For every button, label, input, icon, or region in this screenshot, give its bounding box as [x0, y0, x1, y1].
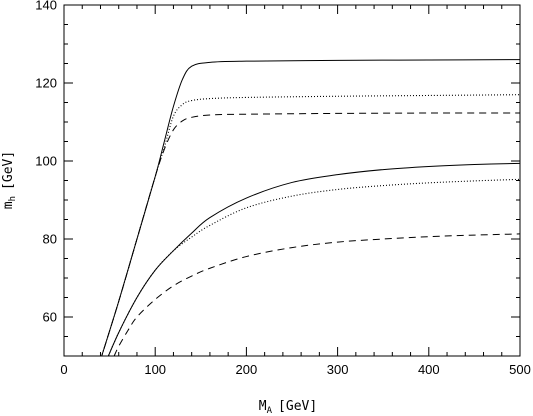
- tick-layer: 0 100 200 300 400 500 60 80 100 120 140: [35, 0, 531, 377]
- y-tick-label: 80: [43, 232, 57, 247]
- x-tick-label: 0: [60, 362, 67, 377]
- x-tick-label: 300: [327, 362, 349, 377]
- series-line-5-dotted: [107, 178, 520, 356]
- series-line-2-dotted: [101, 94, 520, 356]
- y-tick-label: 120: [35, 76, 57, 91]
- x-axis-label: M: [259, 399, 267, 414]
- series-line-4-solid: [107, 162, 520, 356]
- y-axis-label: m: [1, 201, 16, 209]
- y-axis-title: mh [GeV]: [1, 151, 18, 209]
- plot-frame: [63, 4, 521, 357]
- x-tick-label: 200: [236, 362, 258, 377]
- y-axis-unit: [GeV]: [1, 151, 16, 190]
- x-tick-label: 500: [509, 362, 531, 377]
- x-axis-unit: [GeV]: [278, 399, 317, 414]
- series-line-1-solid: [101, 59, 520, 356]
- y-tick-label: 100: [35, 154, 57, 169]
- x-axis-label-subscript: A: [267, 406, 273, 416]
- y-tick-label: 140: [35, 0, 57, 13]
- x-axis-title: MA [GeV]: [259, 399, 317, 416]
- y-tick-label: 60: [43, 310, 57, 325]
- x-tick-label: 400: [418, 362, 440, 377]
- series-line-6-dashed: [113, 233, 520, 356]
- x-tick-label: 100: [144, 362, 166, 377]
- series-line-3-dashed: [101, 112, 520, 356]
- y-axis-label-subscript: h: [8, 196, 18, 201]
- series-layer: [101, 59, 520, 356]
